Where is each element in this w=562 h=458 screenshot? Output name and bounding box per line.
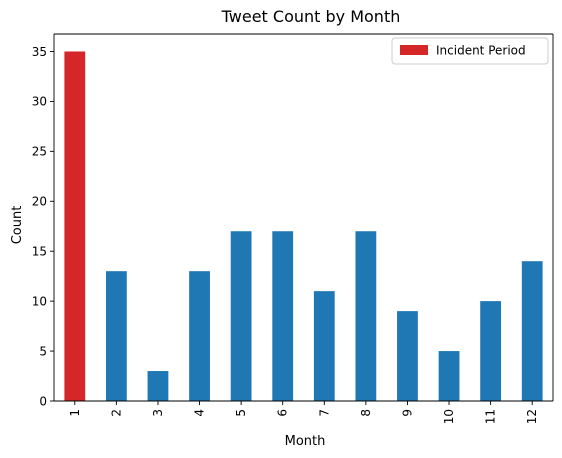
x-tick-label: 4 — [193, 409, 207, 417]
x-tick-label: 7 — [317, 409, 331, 417]
legend-label: Incident Period — [436, 44, 526, 58]
bars — [64, 51, 543, 401]
y-tick-label: 35 — [32, 45, 47, 59]
y-tick-label: 20 — [32, 195, 47, 209]
bar-month-5 — [230, 231, 252, 401]
bar-month-11 — [480, 301, 502, 401]
bar-month-9 — [397, 311, 418, 401]
x-tick-label: 2 — [109, 409, 123, 417]
x-tick-label: 12 — [525, 409, 539, 424]
x-tick-label: 5 — [234, 409, 248, 417]
legend: Incident Period — [391, 37, 549, 65]
x-tick-label: 10 — [442, 409, 456, 424]
y-axis-ticks: 0 5 10 15 20 25 30 35 — [32, 45, 54, 408]
x-axis-ticks: 1 2 3 4 5 6 7 8 9 10 11 12 — [68, 401, 539, 424]
y-tick-label: 5 — [39, 344, 47, 358]
x-axis-label: Month — [285, 434, 326, 449]
bar-month-6 — [272, 231, 294, 401]
x-tick-label: 1 — [68, 409, 82, 417]
x-tick-label: 11 — [484, 409, 498, 424]
y-tick-label: 0 — [39, 394, 47, 408]
y-axis-label: Count — [10, 206, 25, 245]
axes — [53, 33, 554, 402]
bar-month-8 — [355, 231, 377, 401]
bar-month-7 — [313, 291, 335, 401]
y-tick-label: 30 — [32, 95, 47, 109]
bar-month-2 — [105, 271, 127, 401]
bar-month-1 — [64, 51, 86, 401]
bar-month-4 — [189, 271, 210, 401]
chart-title: Tweet Count by Month — [221, 7, 401, 26]
x-tick-label: 6 — [276, 409, 290, 417]
x-tick-label: 8 — [359, 409, 373, 417]
bar-month-10 — [438, 351, 460, 401]
plot-area — [54, 34, 553, 401]
x-tick-label: 9 — [400, 409, 414, 417]
x-tick-label: 3 — [151, 409, 165, 417]
plot-background — [54, 34, 553, 401]
y-tick-label: 25 — [32, 145, 47, 159]
bar-month-12 — [521, 261, 543, 401]
legend-box — [391, 37, 549, 65]
y-tick-label: 10 — [32, 294, 47, 308]
bar-month-3 — [147, 371, 169, 401]
y-tick-label: 15 — [32, 245, 47, 259]
legend-swatch — [400, 45, 428, 55]
